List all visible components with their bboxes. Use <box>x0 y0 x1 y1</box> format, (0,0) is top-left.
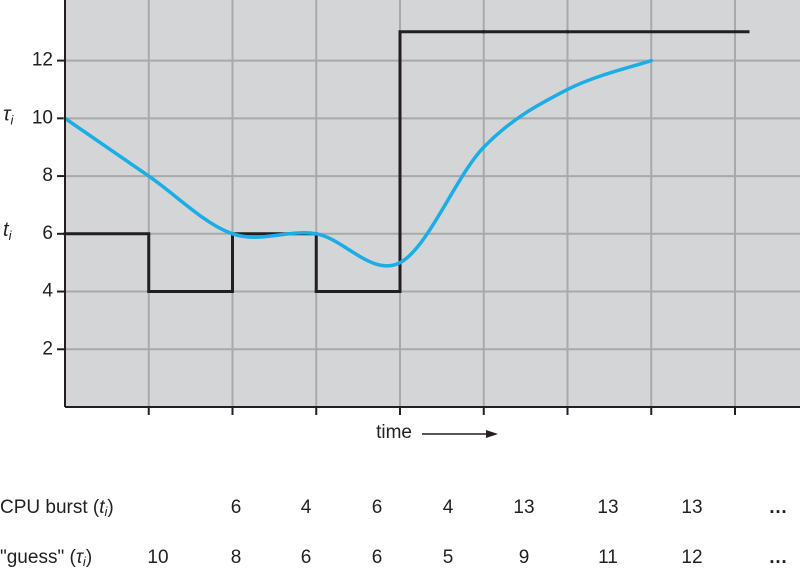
table-value: 6 <box>231 497 242 518</box>
axis-annotation: τi <box>3 104 14 128</box>
axis-annotation: ti <box>3 219 13 243</box>
y-tick-label: 2 <box>42 338 53 359</box>
row-label-part: ) <box>86 547 92 568</box>
plot-background <box>65 0 800 407</box>
table-value: 13 <box>513 497 534 518</box>
table-value: 4 <box>301 497 312 518</box>
row-label-part: t <box>99 497 105 518</box>
table-value: 11 <box>598 547 618 568</box>
guess-curve <box>63 58 653 268</box>
table-value: 12 <box>681 547 702 568</box>
row-label-part: "guess" <box>0 547 64 568</box>
continuation: … <box>769 547 788 568</box>
row-label: "guess" (τi) <box>0 547 92 569</box>
y-tick-label: 8 <box>42 165 53 186</box>
marks <box>63 30 750 294</box>
table-value: 6 <box>372 497 383 518</box>
table-value: 6 <box>372 547 383 568</box>
y-tick-label: 4 <box>42 281 53 302</box>
y-tick-label: 6 <box>42 223 53 244</box>
row-label: CPU burst (ti) <box>0 497 114 519</box>
table-value: 5 <box>443 547 454 568</box>
row-label-part: i <box>83 554 87 569</box>
continuation: … <box>769 497 788 518</box>
table-value: 6 <box>301 547 312 568</box>
grid <box>57 0 800 415</box>
row-label-part: ) <box>107 497 113 518</box>
table-value: 9 <box>519 547 530 568</box>
subscript: i <box>9 228 13 243</box>
symbol: τ <box>3 104 12 126</box>
table-value: 8 <box>231 547 242 568</box>
table-value: 4 <box>443 497 454 518</box>
x-axis-label: time <box>376 422 412 443</box>
x-axis-arrowhead <box>486 430 498 438</box>
y-tick-label: 10 <box>32 107 53 128</box>
y-tick-label: 12 <box>32 50 53 71</box>
table-value: 13 <box>597 497 618 518</box>
symbol: t <box>3 219 10 241</box>
row-label-part: ( <box>88 497 100 518</box>
row-label-part: τ <box>76 547 85 568</box>
table-value: 10 <box>147 547 168 568</box>
table-value: 13 <box>681 497 702 518</box>
row-label-part: CPU burst <box>0 497 88 518</box>
subscript: i <box>10 113 14 128</box>
row-label-part: i <box>105 504 109 519</box>
row-label-part: ( <box>64 547 76 568</box>
